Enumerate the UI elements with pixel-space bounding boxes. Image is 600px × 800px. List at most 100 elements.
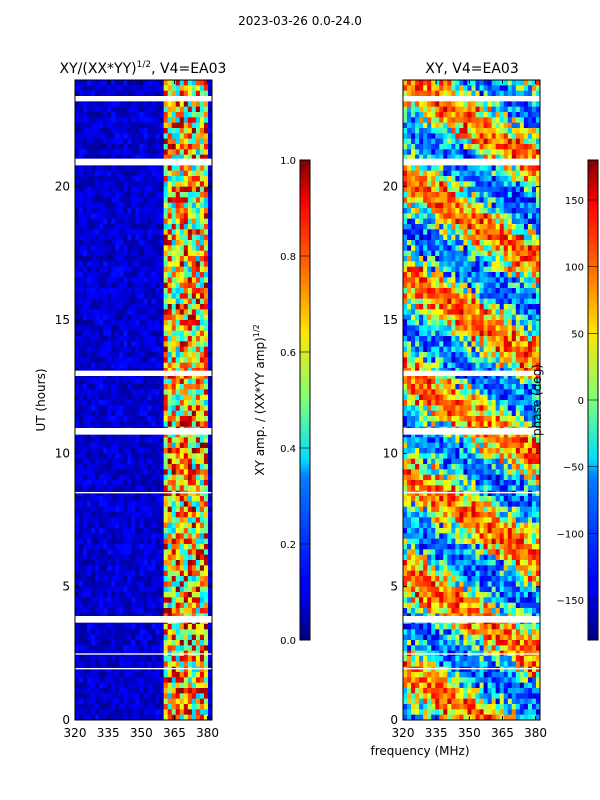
heatmap-cell — [471, 149, 476, 156]
heatmap-cell — [479, 192, 484, 198]
heatmap-cell — [199, 666, 205, 673]
heatmap-cell — [155, 682, 161, 689]
heatmap-cell — [119, 698, 124, 705]
heatmap-cell — [91, 490, 96, 497]
heatmap-cell — [111, 170, 116, 177]
heatmap-cell — [139, 597, 144, 604]
heatmap-cell — [171, 442, 177, 449]
heatmap-cell — [203, 149, 209, 156]
heatmap-cell — [131, 677, 136, 684]
heatmap-cell — [167, 282, 173, 289]
heatmap-cell — [151, 197, 156, 204]
heatmap-cell — [75, 112, 80, 118]
heatmap-cell — [187, 138, 193, 145]
heatmap-cell — [151, 394, 156, 401]
heatmap-cell — [527, 117, 533, 124]
heatmap-cell — [115, 85, 120, 92]
heatmap-cell — [107, 112, 112, 118]
heatmap-cell — [175, 250, 181, 257]
heatmap-cell — [139, 506, 144, 513]
heatmap-cell — [455, 181, 460, 188]
heatmap-cell — [147, 592, 152, 598]
heatmap-cell — [175, 501, 181, 508]
heatmap-cell — [207, 245, 213, 252]
heatmap-cell — [195, 101, 201, 108]
heatmap-cell — [79, 240, 84, 246]
heatmap-cell — [531, 149, 537, 156]
heatmap-cell — [103, 362, 108, 369]
heatmap-cell — [75, 714, 80, 721]
heatmap-cell — [179, 602, 185, 609]
heatmap-cell — [99, 106, 104, 113]
heatmap-cell — [127, 165, 132, 172]
heatmap-cell — [79, 672, 84, 678]
heatmap-cell — [143, 186, 148, 193]
heatmap-cell — [107, 400, 112, 406]
heatmap-cell — [115, 213, 120, 220]
heatmap-cell — [111, 149, 116, 156]
heatmap-cell — [151, 80, 156, 86]
heatmap-cell — [83, 480, 88, 486]
heatmap-cell — [79, 453, 84, 460]
heatmap-cell — [495, 112, 501, 118]
heatmap-cell — [439, 101, 444, 108]
heatmap-cell — [95, 357, 100, 364]
heatmap-cell — [463, 186, 468, 193]
heatmap-cell — [151, 352, 156, 358]
heatmap-cell — [143, 448, 148, 454]
heatmap-cell — [79, 698, 84, 705]
heatmap-cell — [155, 656, 161, 662]
heatmap-cell — [203, 549, 209, 556]
heatmap-cell — [479, 80, 484, 86]
heatmap-cell — [91, 464, 96, 470]
heatmap-cell — [151, 640, 156, 646]
heatmap-cell — [171, 512, 177, 518]
heatmap-cell — [155, 581, 161, 588]
heatmap-cell — [151, 581, 156, 588]
heatmap-cell — [155, 608, 161, 614]
heatmap-cell — [487, 90, 493, 97]
heatmap-cell — [83, 709, 88, 716]
heatmap-cell — [135, 677, 140, 684]
heatmap-cell — [147, 469, 152, 476]
heatmap-cell — [483, 165, 489, 172]
heatmap-cell — [487, 144, 493, 150]
heatmap-cell — [87, 336, 92, 342]
heatmap-cell — [503, 133, 509, 140]
heatmap-cell — [163, 554, 169, 561]
heatmap-cell — [103, 432, 108, 438]
heatmap-cell — [179, 266, 185, 273]
heatmap-cell — [183, 218, 189, 225]
heatmap-cell — [207, 325, 213, 332]
heatmap-cell — [163, 85, 169, 92]
heatmap-cell — [179, 442, 185, 449]
heatmap-cell — [91, 80, 96, 86]
x-tick-label: 380 — [196, 726, 219, 740]
heatmap-cell — [195, 314, 201, 321]
heatmap-cell — [123, 373, 128, 380]
heatmap-cell — [451, 133, 456, 140]
heatmap-cell — [507, 112, 513, 118]
heatmap-cell — [155, 234, 161, 241]
heatmap-cell — [163, 304, 169, 310]
heatmap-cell — [115, 128, 120, 134]
heatmap-cell — [99, 186, 104, 193]
heatmap-cell — [151, 474, 156, 481]
heatmap-cell — [175, 277, 181, 284]
heatmap-cell — [115, 634, 120, 641]
heatmap-cell — [103, 293, 108, 300]
heatmap-cell — [471, 144, 476, 150]
heatmap-cell — [531, 197, 537, 204]
heatmap-cell — [91, 629, 96, 636]
heatmap-cell — [191, 624, 197, 630]
heatmap-cell — [199, 346, 205, 353]
heatmap-cell — [183, 549, 189, 556]
heatmap-cell — [87, 384, 92, 390]
heatmap-cell — [103, 304, 108, 310]
heatmap-cell — [95, 224, 100, 230]
heatmap-cell — [111, 320, 116, 326]
heatmap-cell — [79, 645, 84, 652]
heatmap-cell — [131, 501, 136, 508]
heatmap-cell — [179, 517, 185, 524]
heatmap-cell — [187, 309, 193, 316]
